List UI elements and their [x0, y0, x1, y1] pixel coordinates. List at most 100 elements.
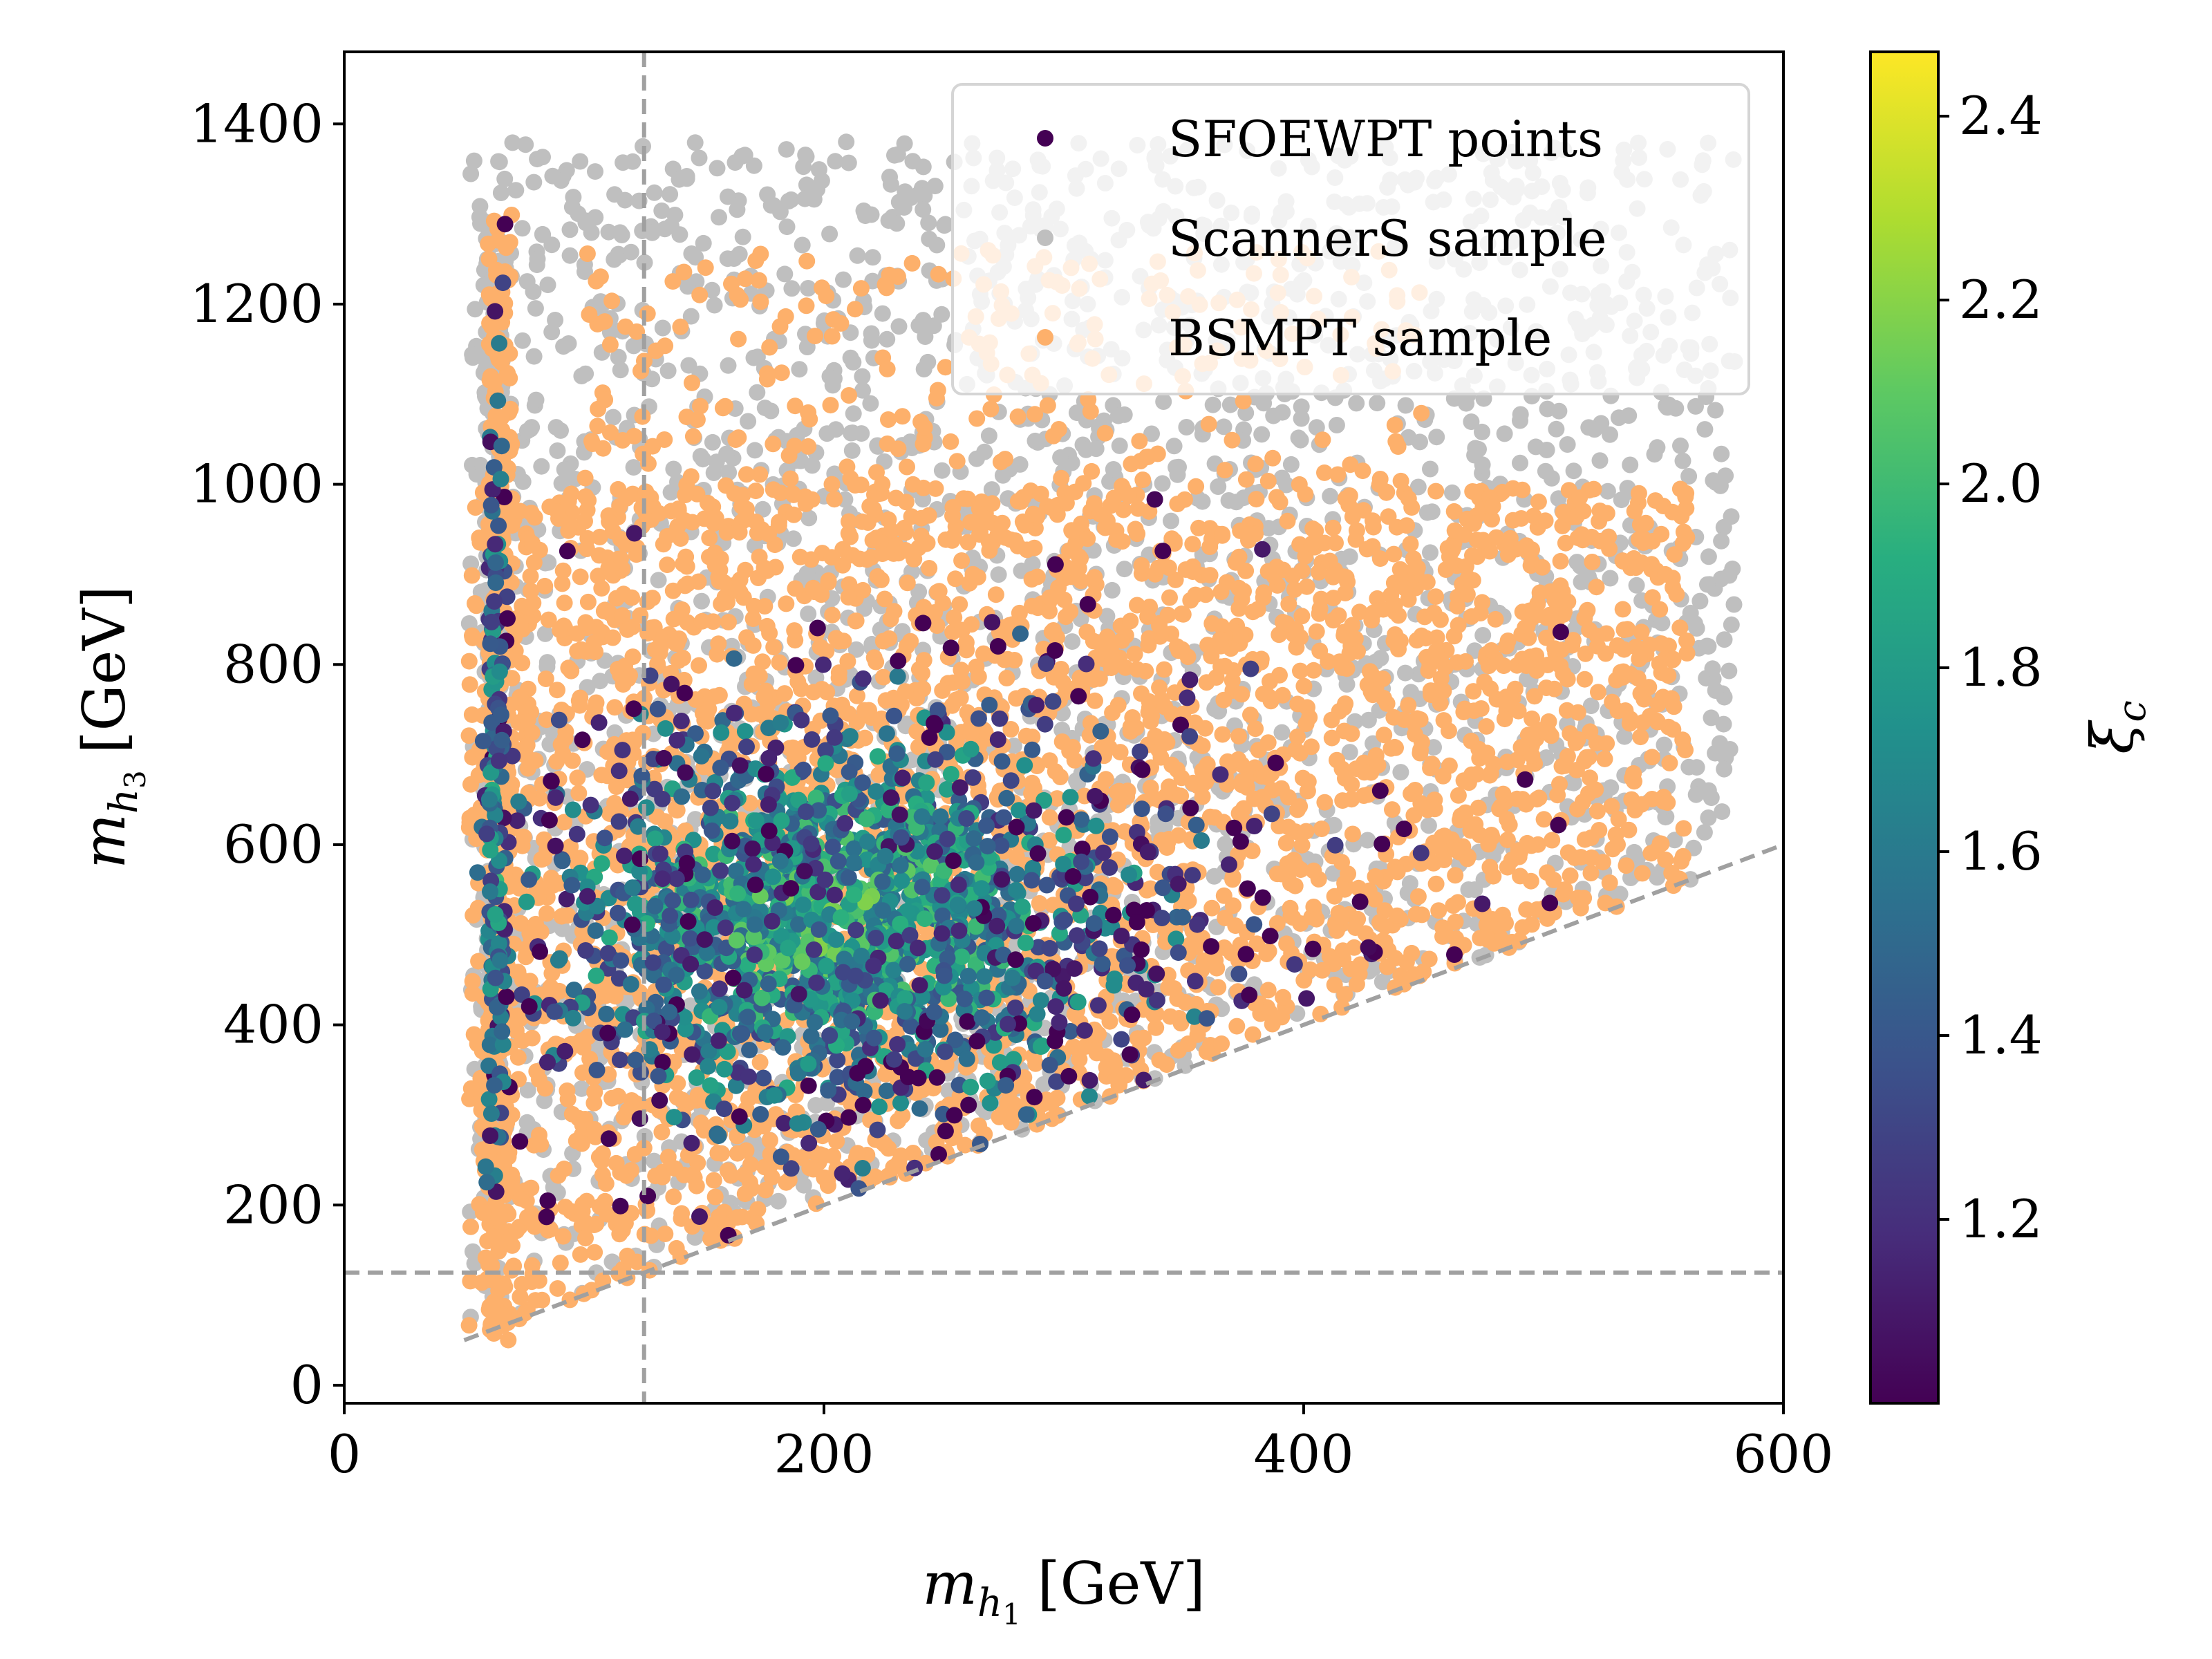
- data-point: [1512, 510, 1530, 527]
- data-point: [1651, 601, 1669, 618]
- data-point: [1032, 485, 1049, 503]
- data-point: [536, 1092, 553, 1109]
- data-point: [1582, 865, 1600, 882]
- data-point: [1587, 781, 1604, 798]
- data-point: [1197, 720, 1214, 737]
- data-point: [1495, 657, 1512, 675]
- data-point: [648, 808, 666, 825]
- data-point: [1280, 595, 1297, 612]
- data-point: [1199, 756, 1216, 773]
- data-point: [1632, 685, 1649, 702]
- data-point: [1214, 527, 1231, 544]
- data-point: [1686, 615, 1703, 632]
- data-point: [1178, 419, 1195, 435]
- data-point: [1717, 467, 1734, 485]
- data-point: [554, 575, 571, 592]
- data-point: [1600, 528, 1618, 545]
- data-point: [1474, 423, 1490, 440]
- data-point: [921, 560, 938, 577]
- data-point: [928, 236, 946, 254]
- data-point: [529, 250, 546, 268]
- data-point: [1610, 811, 1627, 828]
- data-point: [1389, 863, 1406, 881]
- data-point: [1278, 935, 1295, 953]
- data-point: [467, 301, 484, 318]
- data-point: [518, 422, 536, 440]
- data-point: [522, 568, 539, 585]
- data-point: [1696, 824, 1713, 841]
- data-point: [1428, 429, 1445, 446]
- data-point: [1163, 512, 1179, 529]
- data-point: [1585, 480, 1602, 498]
- data-point: [1423, 503, 1441, 521]
- data-point: [1323, 711, 1340, 729]
- data-point: [953, 552, 971, 569]
- data-point: [854, 581, 872, 599]
- data-point: [791, 548, 809, 565]
- data-point: [1126, 646, 1143, 663]
- data-point: [1143, 425, 1160, 442]
- data-point: [1041, 809, 1058, 826]
- data-point: [1660, 396, 1678, 413]
- data-point: [904, 751, 921, 769]
- data-point: [1467, 816, 1484, 833]
- data-point: [1409, 478, 1427, 496]
- data-point: [560, 493, 577, 510]
- data-point: [1168, 459, 1185, 476]
- data-point: [1122, 612, 1139, 630]
- data-point: [665, 460, 682, 478]
- data-point: [1279, 512, 1296, 529]
- data-point: [1474, 532, 1492, 549]
- data-point: [649, 655, 666, 673]
- data-point: [1467, 440, 1484, 457]
- data-point: [856, 729, 874, 747]
- data-point: [573, 368, 590, 384]
- data-point: [1649, 439, 1666, 456]
- data-point: [678, 170, 695, 187]
- data-point: [594, 1145, 611, 1162]
- data-point: [1512, 454, 1528, 471]
- data-point: [619, 621, 636, 638]
- data-point: [1282, 456, 1300, 473]
- data-point: [715, 594, 732, 611]
- data-point: [725, 250, 742, 268]
- data-point: [1534, 559, 1551, 576]
- data-point: [636, 254, 653, 271]
- data-point: [796, 190, 814, 207]
- data-point: [686, 134, 704, 151]
- data-point: [1594, 854, 1611, 871]
- data-point: [1112, 744, 1129, 761]
- data-point: [1449, 598, 1466, 615]
- data-point: [757, 1181, 774, 1199]
- data-point: [1514, 791, 1531, 808]
- data-point: [800, 509, 818, 527]
- data-point: [879, 330, 896, 348]
- data-point: [1348, 975, 1365, 993]
- data-point: [1324, 612, 1342, 629]
- data-point: [1053, 722, 1071, 738]
- data-point: [1098, 608, 1116, 625]
- data-point: [771, 203, 789, 221]
- data-point: [1463, 732, 1480, 749]
- data-point: [1363, 666, 1380, 684]
- data-point: [785, 530, 802, 547]
- data-point: [691, 149, 708, 167]
- data-point: [556, 594, 573, 612]
- data-point: [1680, 758, 1698, 776]
- data-point: [874, 305, 891, 322]
- data-point: [701, 529, 718, 547]
- data-point: [720, 614, 737, 630]
- data-point: [1011, 456, 1029, 473]
- data-point: [1167, 571, 1184, 588]
- data-point: [1105, 461, 1122, 478]
- data-point: [1400, 697, 1417, 714]
- data-point: [587, 163, 603, 180]
- data-point: [527, 391, 545, 409]
- data-point: [564, 752, 581, 769]
- data-point: [1156, 661, 1173, 678]
- data-point: [1360, 711, 1377, 729]
- data-point: [1242, 706, 1259, 724]
- data-point: [1672, 437, 1689, 454]
- data-point: [917, 328, 934, 345]
- data-point: [1024, 505, 1042, 523]
